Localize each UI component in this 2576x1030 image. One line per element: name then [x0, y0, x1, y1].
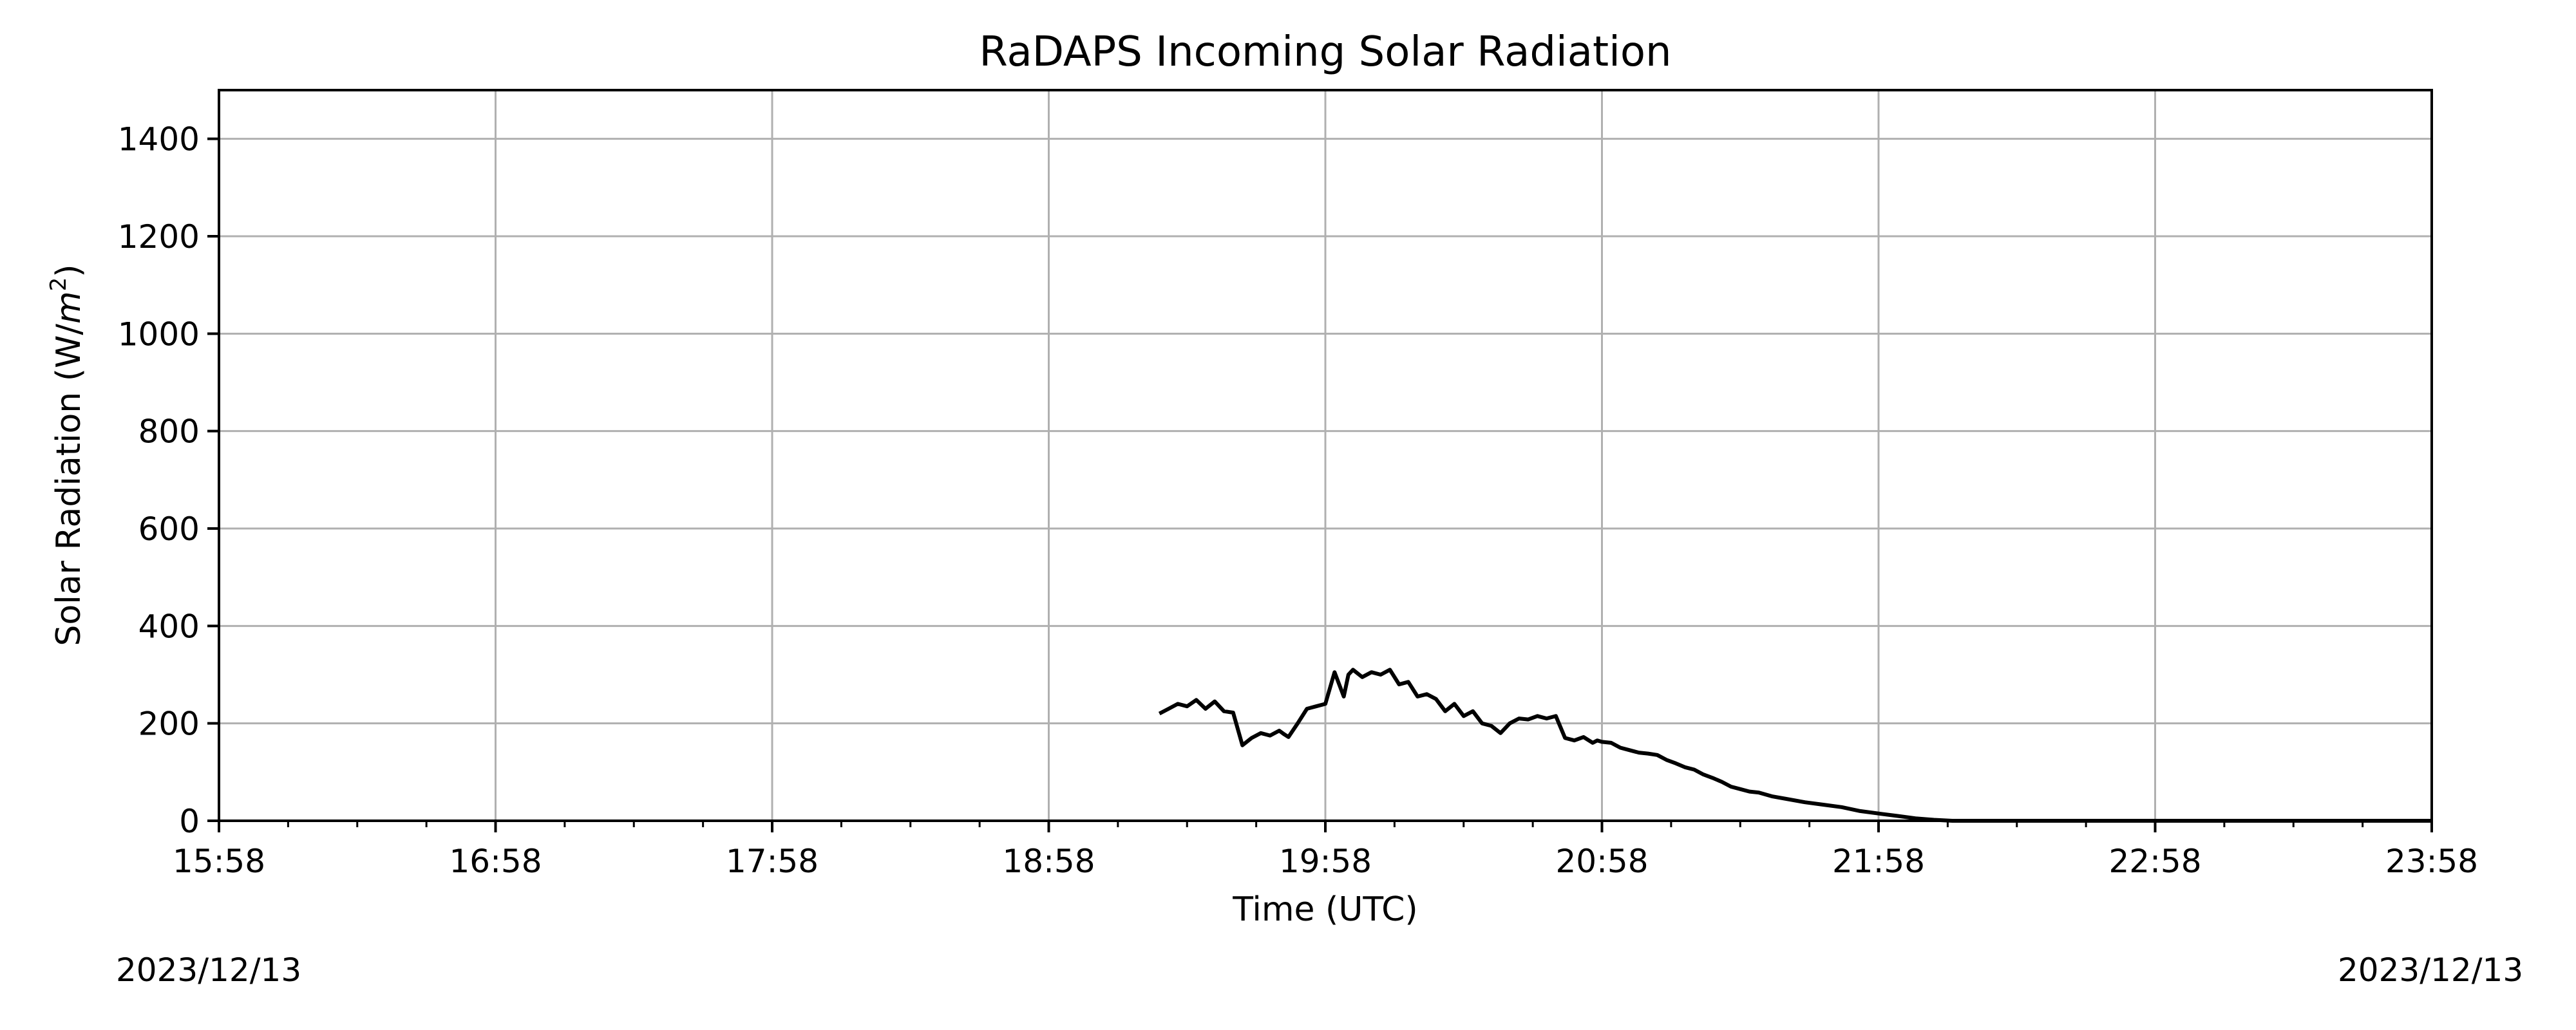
- y-tick-label: 200: [138, 706, 200, 743]
- y-tick-label: 0: [179, 803, 200, 840]
- x-tick-label: 19:58: [1279, 843, 1372, 880]
- x-tick-label: 18:58: [1002, 843, 1095, 880]
- y-axis-label-close: ): [50, 264, 88, 277]
- date-left: 2023/12/13: [116, 951, 302, 989]
- x-tick-label: 23:58: [2385, 843, 2478, 880]
- chart-title: RaDAPS Incoming Solar Radiation: [979, 28, 1671, 76]
- y-tick-label: 1400: [118, 121, 200, 158]
- date-right: 2023/12/13: [2338, 951, 2524, 989]
- x-axis-label: Time (UTC): [1232, 890, 1417, 929]
- y-tick-label: 1200: [118, 218, 200, 256]
- y-axis-label-exponent: 2: [46, 277, 71, 292]
- x-tick-label: 21:58: [1832, 843, 1925, 880]
- axis-ticks: 0 200 400 600 800 1000 1200 1400 15:58 16:58 17:58…: [118, 121, 2478, 880]
- y-axis-label-text: Solar Radiation (W/: [50, 324, 88, 646]
- y-tick-label: 800: [138, 413, 200, 451]
- y-tick-label: 1000: [118, 315, 200, 353]
- x-tick-label: 17:58: [726, 843, 819, 880]
- x-tick-label: 16:58: [449, 843, 542, 880]
- y-axis-label: Solar Radiation (W/m2): [46, 264, 88, 646]
- y-tick-label: 600: [138, 510, 200, 548]
- data-line-layer: [1158, 668, 2432, 823]
- x-tick-label: 15:58: [173, 843, 265, 880]
- x-tick-label: 22:58: [2108, 843, 2201, 880]
- grid-lines: [218, 90, 2433, 822]
- y-tick-label: 400: [138, 608, 200, 645]
- x-tick-label: 20:58: [1555, 843, 1648, 880]
- y-axis-label-unit: m: [50, 291, 88, 324]
- solar-radiation-line: [1158, 668, 2432, 823]
